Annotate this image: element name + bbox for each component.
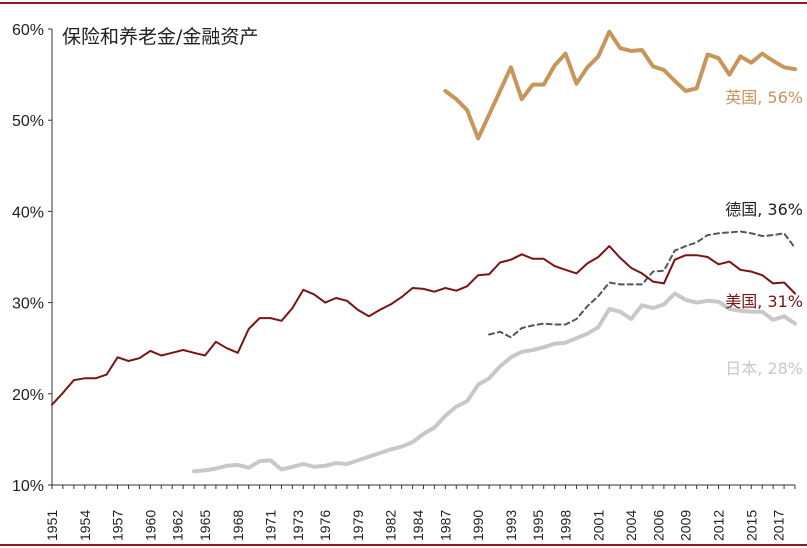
- series-label: 德国, 36%: [725, 200, 803, 219]
- series-line: [443, 29, 797, 141]
- x-tick-label: 1971: [263, 510, 279, 541]
- x-tick-label: 1998: [558, 510, 574, 541]
- x-tick-label: 1968: [230, 510, 246, 541]
- x-tick-label: 1976: [317, 510, 333, 541]
- x-tick-label: 1965: [197, 510, 213, 541]
- series-line: [192, 291, 797, 474]
- x-tick-label: 1982: [383, 510, 399, 541]
- x-tick-label: 1951: [44, 510, 60, 541]
- series-layer: [51, 29, 797, 474]
- x-tick-label: 2017: [771, 510, 787, 541]
- top-rule: [0, 2, 807, 4]
- x-tick-label: 1957: [110, 510, 126, 541]
- x-tick-label: 2015: [743, 510, 759, 541]
- y-tick-label: 60%: [12, 22, 44, 39]
- x-tick-label: 1973: [290, 510, 306, 541]
- bottom-rule: [0, 544, 807, 546]
- series-label: 日本, 28%: [725, 359, 803, 378]
- series-label: 英国, 56%: [725, 88, 803, 107]
- x-tick-label: 1960: [142, 510, 158, 541]
- x-tick-label: 1987: [437, 510, 453, 541]
- x-tick-label: 1979: [350, 510, 366, 541]
- y-tick-label: 50%: [12, 113, 44, 130]
- x-tick-label: 1993: [503, 510, 519, 541]
- series-label: 美国, 31%: [725, 292, 803, 311]
- chart-title: 保险和养老金/金融资产: [62, 26, 259, 48]
- x-tick-label: 2012: [711, 510, 727, 541]
- series-line: [51, 245, 796, 406]
- x-tick-label: 2006: [650, 510, 666, 541]
- x-tick-label: 1990: [470, 510, 486, 541]
- y-tick-label: 10%: [12, 478, 44, 495]
- x-tick-label: 1984: [410, 510, 426, 541]
- x-tick-label: 1995: [530, 510, 546, 541]
- x-tick-label: 2004: [623, 510, 639, 541]
- y-tick-label: 40%: [12, 204, 44, 221]
- x-tick-label: 1962: [170, 510, 186, 541]
- series-line: [488, 230, 796, 339]
- x-tick-label: 2001: [590, 510, 606, 541]
- x-tick-label: 1954: [77, 510, 93, 541]
- y-tick-label: 20%: [12, 387, 44, 404]
- x-tick-label: 2009: [678, 510, 694, 541]
- y-tick-label: 30%: [12, 296, 44, 313]
- series-labels: 英国, 56% 德国, 36% 美国, 31% 日本, 28%: [725, 88, 803, 378]
- axes: 10% 20% 30% 40% 50% 60% 1951 1954 1957 1960 1962 19…: [12, 22, 796, 541]
